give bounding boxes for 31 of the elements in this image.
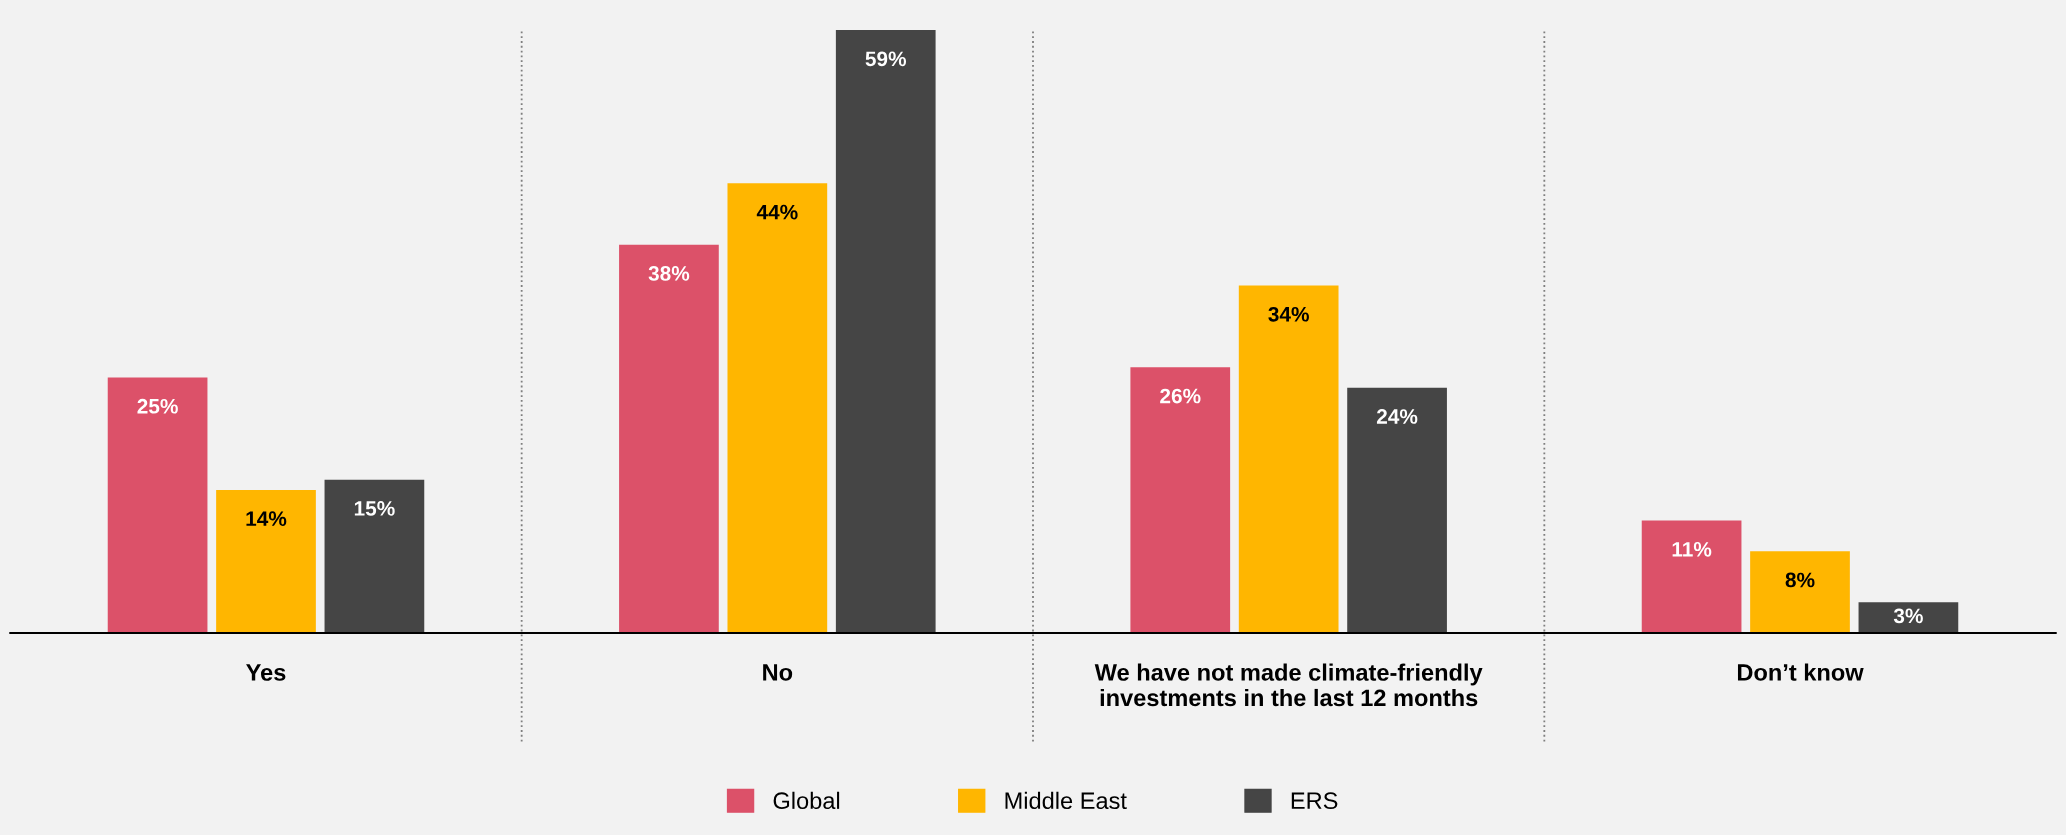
data-label: 15% <box>354 501 395 516</box>
data-label: 8% <box>1785 572 1815 588</box>
data-label: 3% <box>1893 608 1923 624</box>
legend-label: ERS <box>1291 792 1338 810</box>
data-label: 24% <box>1376 409 1418 424</box>
data-label: 34% <box>1268 306 1309 322</box>
bar <box>324 479 425 633</box>
bar <box>835 30 936 633</box>
bar <box>1347 387 1447 633</box>
bar <box>727 183 828 633</box>
data-label: 11% <box>1672 541 1712 557</box>
bar <box>1130 367 1231 633</box>
data-label: 59% <box>865 51 907 67</box>
bar <box>1238 285 1339 633</box>
data-label: 14% <box>246 511 287 526</box>
bar <box>1641 520 1742 633</box>
data-label: 44% <box>756 204 798 220</box>
bar <box>1750 551 1850 633</box>
legend-label: Middle East <box>1005 791 1127 810</box>
x-tick-label: No <box>763 664 793 681</box>
x-tick-label: Don’t know <box>1737 663 1864 681</box>
bar <box>619 244 719 633</box>
legend-label: Global <box>773 791 840 810</box>
bar <box>1858 602 1959 633</box>
bar <box>216 489 316 633</box>
data-label: 25% <box>137 398 178 414</box>
x-tick-label: Yes <box>246 664 286 681</box>
data-label: 38% <box>648 266 690 281</box>
bar <box>107 377 208 633</box>
x-tick-label: We have not made climate-friendly investments in the last 12 months <box>1094 663 1483 707</box>
data-label: 26% <box>1160 388 1201 404</box>
